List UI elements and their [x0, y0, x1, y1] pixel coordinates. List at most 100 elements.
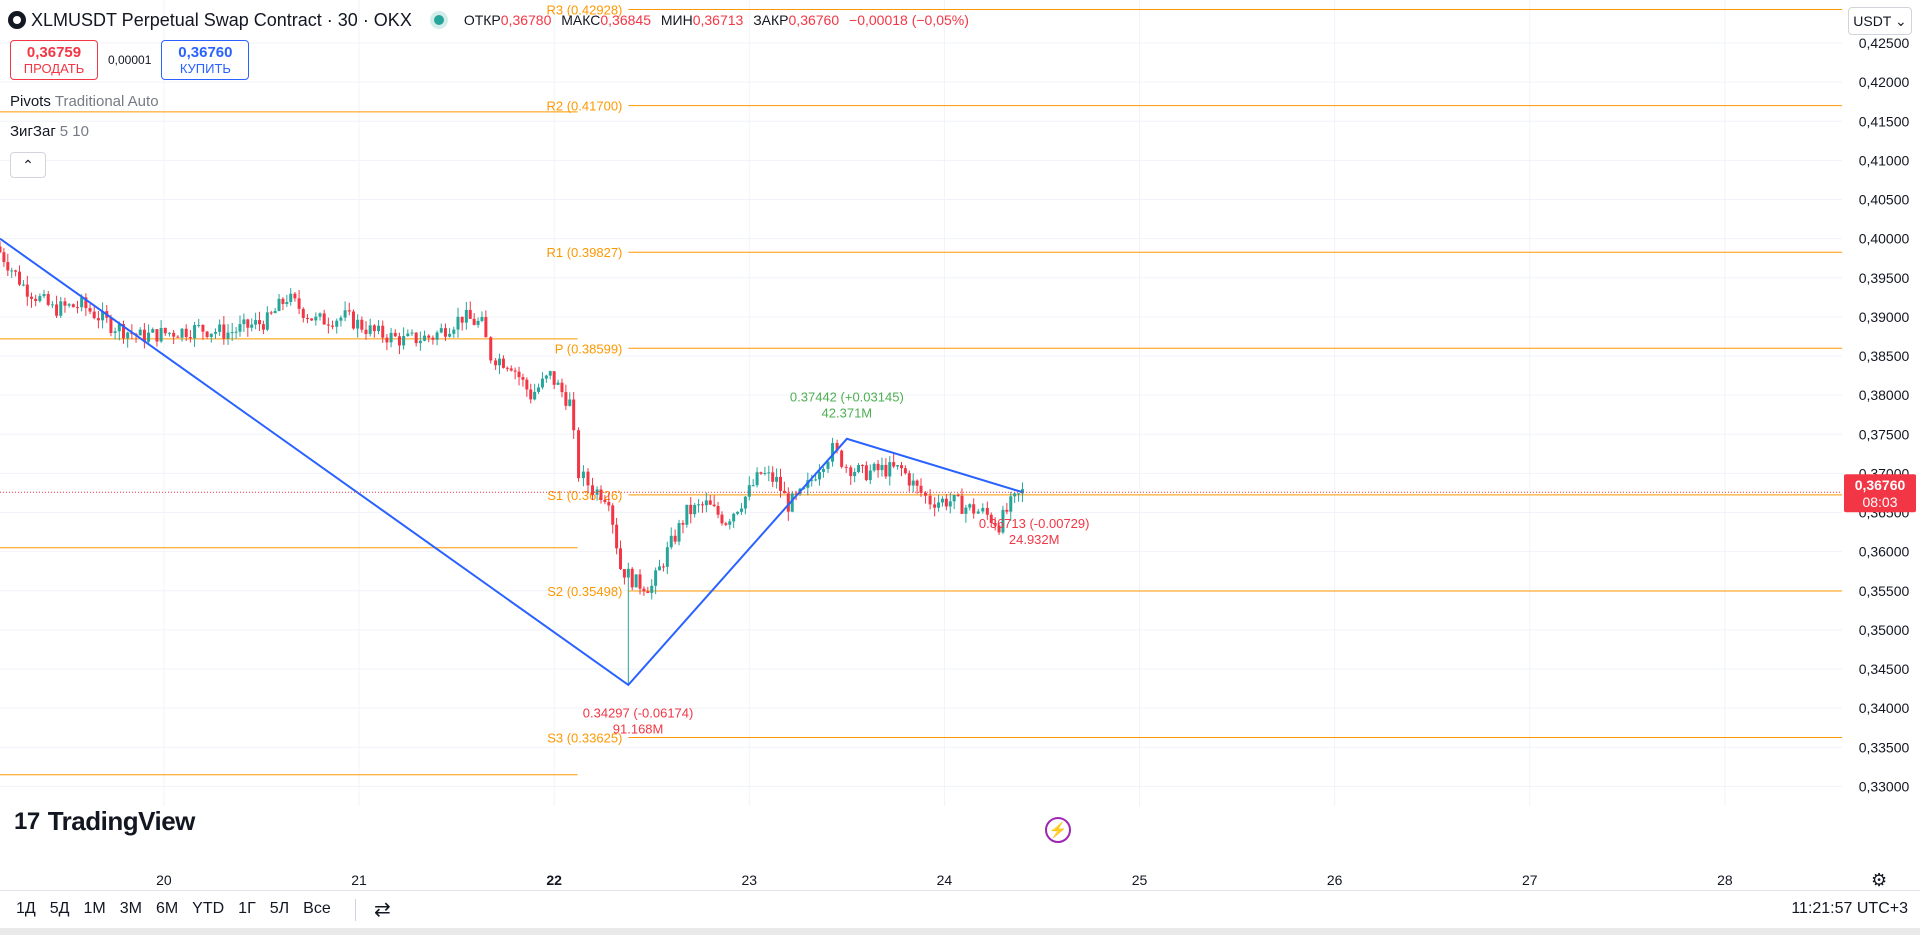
candle-body	[956, 494, 960, 496]
candle-body	[658, 566, 662, 571]
indicator-name: Pivots	[10, 93, 51, 110]
clock-timezone[interactable]: 11:21:57 UTC+3	[1791, 900, 1908, 917]
candle-body	[293, 293, 297, 299]
candle-body	[728, 521, 732, 525]
market-status-icon[interactable]	[433, 15, 444, 25]
candle-body	[67, 304, 71, 306]
candle-body	[38, 296, 42, 302]
candle-body	[924, 492, 928, 496]
candle-body	[826, 461, 830, 469]
candle-body	[42, 294, 46, 297]
candle-body	[964, 507, 968, 514]
date-range-button[interactable]: ⇄	[374, 897, 391, 922]
chart-grid	[0, 0, 1842, 806]
candle-body	[937, 502, 941, 508]
time-range-buttons: 1Д 5Д 1М 3М 6М YTD 1Г 5Л Все	[10, 897, 337, 921]
toolbar-divider	[355, 899, 356, 921]
candle-body	[372, 325, 376, 332]
indicator-name: ЗигЗаг	[10, 123, 56, 140]
price-chart[interactable]: R3 (0.42928) R2 (0.41700) R1 (0.39827) P (0…	[0, 0, 1842, 866]
price-axis[interactable]: 0,42500 0,42000 0,41500 0,41000 0,40500 0,400…	[1842, 0, 1920, 866]
candle-body	[377, 325, 381, 332]
brand-name: TradingView	[47, 806, 196, 836]
candle-body	[607, 501, 611, 506]
candle-body	[665, 547, 669, 567]
buy-label: КУПИТЬ	[179, 61, 231, 76]
candle-body	[443, 328, 447, 337]
time-range-button[interactable]: 1Г	[238, 900, 256, 917]
candle-body	[6, 262, 10, 271]
zigzag-volume-label: 24.932M	[1009, 532, 1060, 547]
candle-body	[201, 324, 205, 332]
indicator-pivots[interactable]: Pivots Traditional Auto	[10, 93, 159, 110]
candle-body	[351, 311, 355, 329]
price-tick-label: 0,39000	[1859, 309, 1910, 325]
candle-body	[759, 472, 763, 474]
buy-button[interactable]: 0,36760 КУПИТЬ	[161, 40, 250, 80]
change-value: −0,00018 (−0,05%)	[849, 12, 969, 28]
time-range-button[interactable]: 1Д	[16, 900, 36, 917]
sell-button[interactable]: 0,36759 ПРОДАТЬ	[10, 40, 98, 80]
candle-body	[505, 367, 509, 369]
candle-body	[952, 494, 956, 502]
collapse-legend-button[interactable]: ⌃	[10, 152, 46, 178]
candle-body	[197, 324, 201, 326]
scroll-strip	[0, 928, 1920, 935]
candle-body	[297, 298, 301, 309]
candle-body	[521, 377, 525, 380]
candle-body	[2, 252, 6, 263]
candle-body	[356, 319, 360, 329]
candle-body	[218, 324, 222, 332]
time-range-button[interactable]: YTD	[192, 900, 225, 917]
candle-body	[763, 473, 767, 475]
time-range-button[interactable]: 5Д	[49, 900, 70, 917]
candle-body	[476, 320, 480, 325]
candle-body	[188, 337, 192, 339]
candle-body	[159, 327, 163, 342]
candle-body	[1005, 509, 1009, 512]
candle-body	[849, 467, 853, 477]
bolt-icon[interactable]: ⚡	[1045, 817, 1071, 843]
candle-body	[818, 471, 822, 480]
candle-body	[915, 480, 919, 486]
candle-body	[747, 485, 751, 497]
candle-body	[544, 375, 548, 379]
zigzag-line	[0, 237, 1023, 687]
candle-body	[343, 310, 347, 318]
pivot-label: R2 (0.41700)	[547, 99, 623, 114]
candle-body	[529, 389, 533, 400]
tradingview-logo-icon: 17	[14, 807, 40, 835]
candle-body	[242, 319, 246, 325]
candle-body	[0, 246, 2, 253]
candle-body	[167, 332, 171, 334]
candle-body	[693, 504, 697, 515]
time-range-button[interactable]: 1М	[83, 900, 106, 917]
price-tick-label: 0,40500	[1859, 192, 1910, 208]
time-tick-label: 28	[1717, 872, 1733, 888]
candle-body	[685, 504, 689, 525]
time-range-button[interactable]: 3М	[119, 900, 142, 917]
settings-icon[interactable]: ⚙	[1871, 870, 1887, 891]
tradingview-logo[interactable]: 17 TradingView	[14, 806, 195, 837]
symbol-title[interactable]: XLMUSDT Perpetual Swap Contract · 30 · O…	[31, 9, 412, 30]
zigzag-label: 0.36713 (-0.00729)	[979, 516, 1090, 531]
candle-body	[771, 472, 775, 482]
high-label: МАКС	[561, 12, 601, 28]
time-tick-label: 21	[351, 872, 367, 888]
zigzag-volume-label: 42.371M	[822, 405, 873, 420]
time-axis[interactable]: 20 21 22 23 24 25 26 27 28	[0, 866, 1920, 896]
candle-body	[46, 294, 50, 305]
time-range-button[interactable]: 5Л	[269, 900, 290, 917]
candle-body	[724, 523, 728, 525]
currency-select[interactable]: USDT ⌄	[1848, 7, 1912, 35]
candle-body	[261, 324, 265, 330]
candle-body	[919, 485, 923, 493]
buy-price: 0,36760	[178, 44, 233, 61]
candle-body	[29, 296, 33, 299]
indicator-zigzag[interactable]: ЗигЗаг 5 10	[10, 123, 89, 140]
price-tick-label: 0,40000	[1859, 231, 1910, 247]
time-range-button[interactable]: Все	[303, 900, 331, 917]
candle-body	[273, 310, 277, 314]
candle-body	[540, 378, 544, 388]
time-range-button[interactable]: 6М	[155, 900, 179, 917]
